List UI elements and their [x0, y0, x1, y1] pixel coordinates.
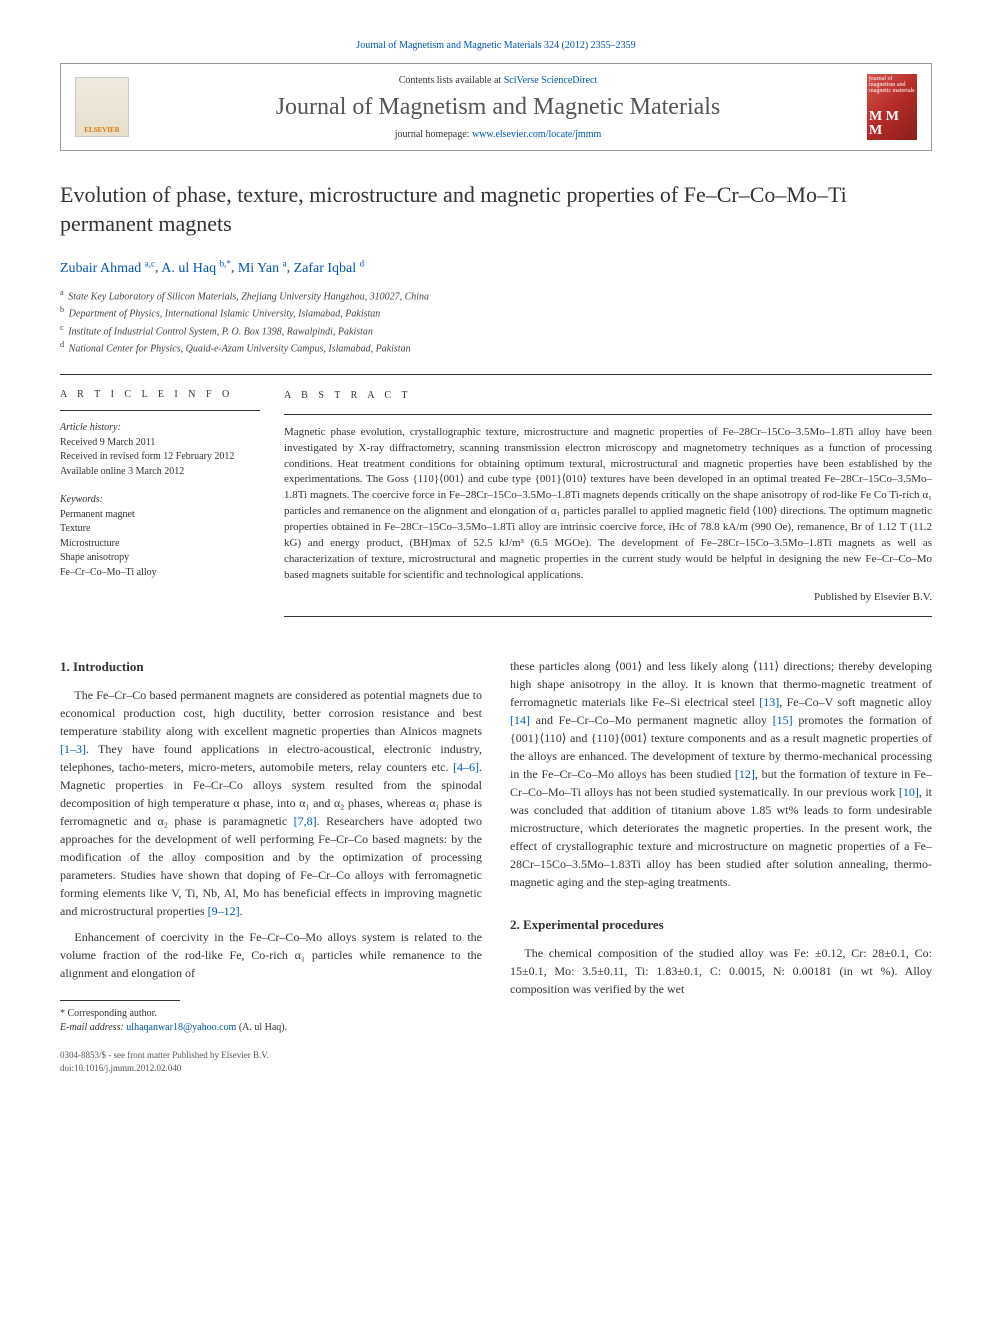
keyword: Shape anisotropy — [60, 551, 260, 566]
ref-15[interactable]: [15] — [773, 713, 793, 727]
journal-name: Journal of Magnetism and Magnetic Materi… — [145, 94, 851, 121]
column-left: 1. Introduction The Fe–Cr–Co based perma… — [60, 657, 482, 1075]
ref-1-3[interactable]: [1–3] — [60, 742, 86, 756]
affiliations: a State Key Laboratory of Silicon Materi… — [60, 287, 932, 356]
ref-12[interactable]: [12] — [735, 767, 755, 781]
abstract-heading: A B S T R A C T — [284, 389, 932, 404]
author-4[interactable]: Zafar Iqbal d — [294, 261, 365, 276]
cover-top-text: journal of magnetism and magnetic materi… — [869, 76, 915, 94]
column-right: these particles along ⟨001⟩ and less lik… — [510, 657, 932, 1075]
affiliation-b: Department of Physics, International Isl… — [69, 309, 381, 320]
author-3[interactable]: Mi Yan a — [238, 261, 287, 276]
homepage-link[interactable]: www.elsevier.com/locate/jmmm — [472, 129, 601, 140]
keyword: Fe–Cr–Co–Mo–Ti alloy — [60, 566, 260, 581]
keywords-label: Keywords: — [60, 493, 260, 508]
footnotes: * Corresponding author. E-mail address: … — [60, 1007, 482, 1035]
journal-cover-thumb: journal of magnetism and magnetic materi… — [867, 74, 917, 140]
copyright: 0304-8853/$ - see front matter Published… — [60, 1049, 482, 1074]
keyword: Texture — [60, 522, 260, 537]
corresponding-author: * Corresponding author. — [60, 1007, 482, 1021]
article-info: A R T I C L E I N F O Article history: R… — [60, 389, 260, 627]
contents-prefix: Contents lists available at — [399, 75, 504, 86]
journal-homepage: journal homepage: www.elsevier.com/locat… — [145, 129, 851, 140]
footnote-rule — [60, 1000, 180, 1001]
intro-paragraph-2-cont: these particles along ⟨001⟩ and less lik… — [510, 657, 932, 891]
contents-available: Contents lists available at SciVerse Sci… — [145, 75, 851, 86]
ref-14[interactable]: [14] — [510, 713, 530, 727]
abstract: A B S T R A C T Magnetic phase evolution… — [284, 389, 932, 627]
email-name: (A. ul Haq). — [239, 1022, 287, 1033]
ref-4-6[interactable]: [4–6] — [453, 760, 479, 774]
ref-9-12[interactable]: [9–12] — [208, 904, 240, 918]
intro-paragraph-2: Enhancement of coercivity in the Fe–Cr–C… — [60, 928, 482, 982]
abstract-text: Magnetic phase evolution, crystallograph… — [284, 425, 932, 584]
author-1[interactable]: Zubair Ahmad a,c — [60, 261, 155, 276]
doi: doi:10.1016/j.jmmm.2012.02.040 — [60, 1062, 482, 1075]
ref-7-8[interactable]: [7,8] — [294, 814, 317, 828]
ref-13[interactable]: [13] — [759, 695, 779, 709]
intro-paragraph-1: The Fe–Cr–Co based permanent magnets are… — [60, 686, 482, 920]
keyword: Permanent magnet — [60, 508, 260, 523]
cover-mmm: M M M — [869, 110, 915, 138]
received-date: Received 9 March 2011 — [60, 436, 260, 451]
running-header: Journal of Magnetism and Magnetic Materi… — [60, 40, 932, 51]
affiliation-c: Institute of Industrial Control System, … — [68, 326, 373, 337]
keyword: Microstructure — [60, 537, 260, 552]
article-info-heading: A R T I C L E I N F O — [60, 389, 260, 400]
email-link[interactable]: ulhaqanwar18@yahoo.com — [126, 1022, 236, 1033]
history-label: Article history: — [60, 421, 260, 436]
affiliation-a: State Key Laboratory of Silicon Material… — [68, 291, 429, 302]
online-date: Available online 3 March 2012 — [60, 465, 260, 480]
published-by: Published by Elsevier B.V. — [284, 590, 932, 606]
citation-link[interactable]: Journal of Magnetism and Magnetic Materi… — [356, 40, 635, 51]
article-title: Evolution of phase, texture, microstruct… — [60, 181, 932, 238]
sciencedirect-link[interactable]: SciVerse ScienceDirect — [504, 75, 598, 86]
affiliation-d: National Center for Physics, Quaid-e-Aza… — [69, 343, 411, 354]
ref-10[interactable]: [10] — [899, 785, 919, 799]
experimental-heading: 2. Experimental procedures — [510, 915, 932, 935]
copyright-line-1: 0304-8853/$ - see front matter Published… — [60, 1049, 482, 1062]
divider — [60, 374, 932, 375]
email-label: E-mail address: — [60, 1022, 124, 1033]
authors-list: Zubair Ahmad a,c, A. ul Haq b,*, Mi Yan … — [60, 258, 932, 277]
homepage-prefix: journal homepage: — [395, 129, 472, 140]
revised-date: Received in revised form 12 February 201… — [60, 450, 260, 465]
elsevier-logo: ELSEVIER — [75, 77, 129, 137]
journal-banner: ELSEVIER Contents lists available at Sci… — [60, 63, 932, 151]
introduction-heading: 1. Introduction — [60, 657, 482, 677]
experimental-paragraph-1: The chemical composition of the studied … — [510, 944, 932, 998]
author-2[interactable]: A. ul Haq b,* — [161, 261, 231, 276]
